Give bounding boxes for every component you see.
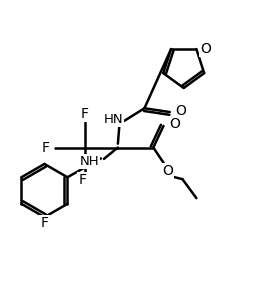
Text: F: F <box>40 216 48 230</box>
Text: O: O <box>169 117 180 131</box>
Text: O: O <box>176 104 186 118</box>
Text: HN: HN <box>103 113 123 126</box>
Text: F: F <box>81 107 89 121</box>
Text: F: F <box>41 140 49 155</box>
Text: O: O <box>162 164 173 178</box>
Text: F: F <box>78 173 87 187</box>
Text: NH: NH <box>79 155 99 168</box>
Text: O: O <box>200 42 211 56</box>
